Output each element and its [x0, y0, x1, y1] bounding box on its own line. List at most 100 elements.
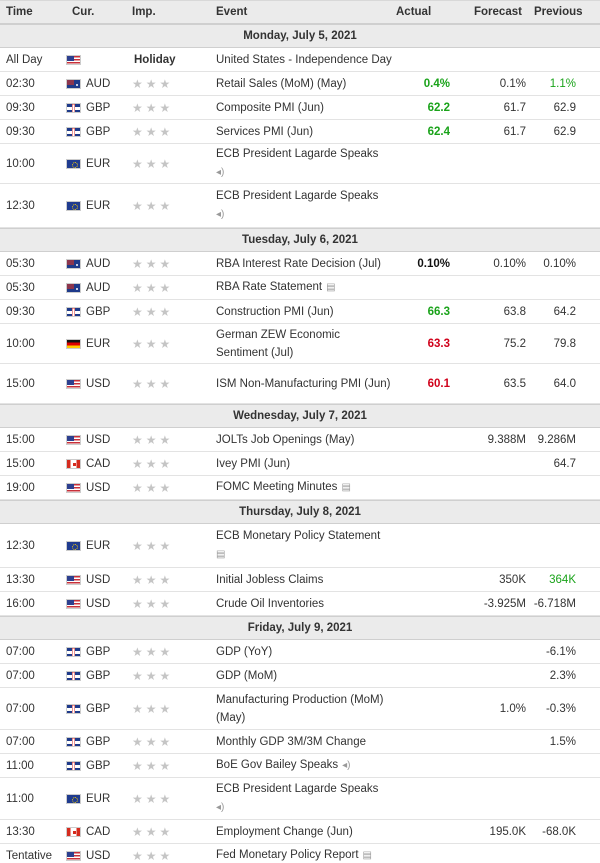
speaker-icon[interactable]: ◂)	[216, 167, 225, 178]
event-row[interactable]: 10:00 EUR ★ ★ ★ ECB President Lagarde Speaks ◂…	[0, 144, 600, 184]
day-header: Thursday, July 8, 2021	[0, 500, 600, 524]
event-row[interactable]: 12:30 EUR ★ ★ ★ ECB Monetary Policy Statement…	[0, 524, 600, 568]
event-name[interactable]: Crude Oil Inventories	[216, 595, 394, 613]
event-label[interactable]: United States - Independence Day	[216, 53, 392, 66]
document-icon[interactable]: ▤	[216, 549, 226, 560]
event-name[interactable]: RBA Rate Statement ▤	[216, 278, 394, 297]
event-row[interactable]: 07:00 GBP ★ ★ ★ GDP (MoM) 2.3%	[0, 664, 600, 688]
event-label[interactable]: Services PMI (Jun)	[216, 125, 314, 138]
event-label[interactable]: ECB President Lagarde Speaks	[216, 190, 379, 202]
event-row[interactable]: 15:00 USD ★ ★ ★ JOLTs Job Openings (May) 9.388…	[0, 428, 600, 452]
event-name[interactable]: United States - Independence Day	[216, 51, 394, 69]
event-currency: GBP	[62, 703, 130, 715]
event-row[interactable]: 07:00 GBP ★ ★ ★ Manufacturing Production (MoM…	[0, 688, 600, 730]
event-name[interactable]: Manufacturing Production (MoM) (May)	[216, 691, 394, 727]
event-label[interactable]: Composite PMI (Jun)	[216, 101, 325, 114]
event-name[interactable]: ECB Monetary Policy Statement ▤	[216, 527, 394, 564]
event-label[interactable]: Manufacturing Production (MoM) (May)	[216, 693, 384, 724]
event-row[interactable]: 15:00 USD ★ ★ ★ ISM Non-Manufacturing PMI (Ju…	[0, 364, 600, 404]
event-currency: GBP	[62, 670, 130, 682]
event-label[interactable]: Ivey PMI (Jun)	[216, 457, 291, 470]
event-name[interactable]: ECB President Lagarde Speaks ◂)	[216, 145, 394, 182]
event-label[interactable]: ECB President Lagarde Speaks	[216, 148, 379, 160]
event-label[interactable]: ECB President Lagarde Speaks	[216, 783, 379, 795]
header-event[interactable]: Event	[216, 6, 248, 18]
event-row[interactable]: 02:30 AUD ★ ★ ★ Retail Sales (MoM) (May) 0.4% 0…	[0, 72, 600, 96]
event-name[interactable]: RBA Interest Rate Decision (Jul)	[216, 255, 394, 273]
event-label[interactable]: Employment Change (Jun)	[216, 825, 353, 838]
event-importance: ★ ★ ★	[130, 125, 216, 139]
event-row[interactable]: 16:00 USD ★ ★ ★ Crude Oil Inventories -3.925M -…	[0, 592, 600, 616]
event-name[interactable]: GDP (YoY)	[216, 643, 394, 661]
event-name[interactable]: Ivey PMI (Jun)	[216, 455, 394, 473]
event-label[interactable]: German ZEW Economic Sentiment (Jul)	[216, 328, 340, 359]
event-name[interactable]: ECB President Lagarde Speaks ◂)	[216, 187, 394, 224]
event-previous: 62.9	[553, 101, 576, 114]
header-currency[interactable]: Cur.	[72, 6, 95, 18]
calendar-body: Monday, July 5, 2021 All Day Holiday United…	[0, 24, 600, 863]
speaker-icon[interactable]: ◂)	[216, 209, 225, 220]
event-label[interactable]: Fed Monetary Policy Report	[216, 849, 359, 861]
event-row[interactable]: 11:00 GBP ★ ★ ★ BoE Gov Bailey Speaks ◂)	[0, 754, 600, 778]
event-name[interactable]: Retail Sales (MoM) (May)	[216, 75, 394, 93]
star-icon: ★	[132, 572, 143, 587]
event-name[interactable]: Composite PMI (Jun)	[216, 99, 394, 117]
event-row[interactable]: 07:00 GBP ★ ★ ★ GDP (YoY) -6.1%	[0, 640, 600, 664]
document-icon[interactable]: ▤	[362, 850, 372, 861]
event-label[interactable]: FOMC Meeting Minutes	[216, 481, 338, 493]
event-row[interactable]: 13:30 CAD ★ ★ ★ Employment Change (Jun) 195.0K…	[0, 820, 600, 844]
event-importance: ★ ★ ★	[130, 377, 216, 391]
event-row[interactable]: 05:30 AUD ★ ★ ★ RBA Interest Rate Decision (J…	[0, 252, 600, 276]
event-label[interactable]: GDP (MoM)	[216, 669, 278, 682]
event-row[interactable]: 15:00 CAD ★ ★ ★ Ivey PMI (Jun) 64.7	[0, 452, 600, 476]
event-name[interactable]: ECB President Lagarde Speaks ◂)	[216, 780, 394, 817]
event-label[interactable]: RBA Rate Statement	[216, 281, 323, 293]
event-row[interactable]: 09:30 GBP ★ ★ ★ Construction PMI (Jun) 66.3 63.…	[0, 300, 600, 324]
document-icon[interactable]: ▤	[341, 482, 351, 493]
event-row[interactable]: 19:00 USD ★ ★ ★ FOMC Meeting Minutes ▤	[0, 476, 600, 500]
header-importance[interactable]: Imp.	[132, 6, 156, 18]
event-row[interactable]: 12:30 EUR ★ ★ ★ ECB President Lagarde Speaks ◂…	[0, 184, 600, 228]
event-currency	[62, 54, 130, 65]
event-name[interactable]: GDP (MoM)	[216, 667, 394, 685]
event-row[interactable]: All Day Holiday United States - Independen…	[0, 48, 600, 72]
event-label[interactable]: RBA Interest Rate Decision (Jul)	[216, 257, 381, 270]
event-label[interactable]: BoE Gov Bailey Speaks	[216, 759, 339, 771]
event-name[interactable]: ISM Non-Manufacturing PMI (Jun)	[216, 375, 394, 393]
speaker-icon[interactable]: ◂)	[342, 760, 351, 771]
document-icon[interactable]: ▤	[326, 282, 336, 293]
event-name[interactable]: BoE Gov Bailey Speaks ◂)	[216, 756, 394, 775]
event-name[interactable]: Fed Monetary Policy Report ▤	[216, 846, 394, 863]
event-name[interactable]: Employment Change (Jun)	[216, 823, 394, 841]
event-label[interactable]: JOLTs Job Openings (May)	[216, 433, 355, 446]
event-label[interactable]: Monthly GDP 3M/3M Change	[216, 735, 366, 748]
event-label[interactable]: Initial Jobless Claims	[216, 573, 324, 586]
event-name[interactable]: German ZEW Economic Sentiment (Jul)	[216, 326, 394, 362]
header-previous[interactable]: Previous	[534, 6, 583, 18]
event-row[interactable]: 05:30 AUD ★ ★ ★ RBA Rate Statement ▤	[0, 276, 600, 300]
event-row[interactable]: 09:30 GBP ★ ★ ★ Composite PMI (Jun) 62.2 61.7 62…	[0, 96, 600, 120]
event-row[interactable]: 11:00 EUR ★ ★ ★ ECB President Lagarde Speaks ◂…	[0, 778, 600, 820]
event-row[interactable]: 09:30 GBP ★ ★ ★ Services PMI (Jun) 62.4 61.7 62.…	[0, 120, 600, 144]
event-name[interactable]: Monthly GDP 3M/3M Change	[216, 733, 394, 751]
event-row[interactable]: 13:30 USD ★ ★ ★ Initial Jobless Claims 350K 364…	[0, 568, 600, 592]
header-actual[interactable]: Actual	[396, 6, 432, 18]
event-label[interactable]: ECB Monetary Policy Statement	[216, 530, 381, 542]
event-name[interactable]: Services PMI (Jun)	[216, 123, 394, 141]
header-time[interactable]: Time	[6, 6, 33, 18]
event-label[interactable]: GDP (YoY)	[216, 645, 273, 658]
currency-code: EUR	[86, 199, 111, 212]
event-label[interactable]: Retail Sales (MoM) (May)	[216, 77, 347, 90]
event-name[interactable]: Construction PMI (Jun)	[216, 303, 394, 321]
event-name[interactable]: JOLTs Job Openings (May)	[216, 431, 394, 449]
event-row[interactable]: 07:00 GBP ★ ★ ★ Monthly GDP 3M/3M Change 1.5%	[0, 730, 600, 754]
speaker-icon[interactable]: ◂)	[216, 802, 225, 813]
event-name[interactable]: Initial Jobless Claims	[216, 571, 394, 589]
event-label[interactable]: ISM Non-Manufacturing PMI (Jun)	[216, 377, 391, 390]
event-label[interactable]: Construction PMI (Jun)	[216, 305, 334, 318]
event-row[interactable]: Tentative USD ★ ★ ★ Fed Monetary Policy Repor…	[0, 844, 600, 863]
event-label[interactable]: Crude Oil Inventories	[216, 597, 325, 610]
event-name[interactable]: FOMC Meeting Minutes ▤	[216, 478, 394, 497]
header-forecast[interactable]: Forecast	[474, 6, 522, 18]
event-row[interactable]: 10:00 EUR ★ ★ ★ German ZEW Economic Sentiment…	[0, 324, 600, 364]
